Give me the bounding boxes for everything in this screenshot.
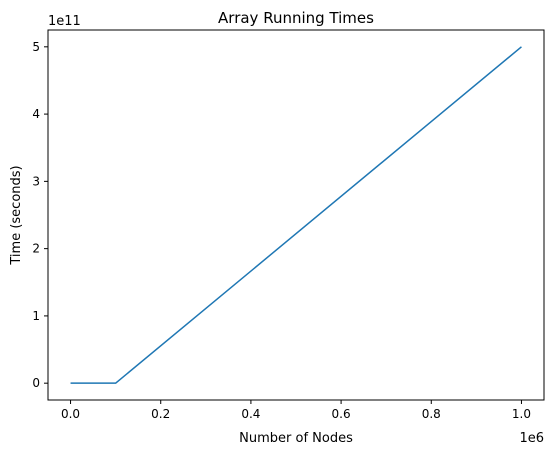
x-tick-label: 0.0 [61,407,80,421]
series-line-1 [70,46,522,384]
x-tick-label: 0.8 [422,407,441,421]
y-tick-label: 1 [32,309,40,323]
x-axis-label: Number of Nodes [239,431,353,446]
x-axis-ticks: 0.0 0.2 0.4 0.6 0.8 1.0 [61,400,531,421]
y-axis-ticks: 0 1 2 3 4 5 [32,40,48,390]
y-tick-label: 4 [32,107,40,121]
y-axis-label: Time (seconds) [9,165,24,265]
chart-title: Array Running Times [218,9,374,27]
y-tick-label: 0 [32,376,40,390]
plot-frame [47,29,545,401]
series-layer [70,46,522,384]
x-tick-label: 0.2 [151,407,170,421]
y-tick-label: 5 [32,40,40,54]
y-tick-label: 3 [32,174,40,188]
y-tick-label: 2 [32,242,40,256]
y-axis-offset-label: 1e11 [48,14,81,29]
x-tick-label: 1.0 [512,407,531,421]
plot-area [48,30,544,400]
x-tick-label: 0.4 [241,407,260,421]
x-tick-label: 0.6 [332,407,351,421]
x-axis-offset-label: 1e6 [519,431,544,446]
